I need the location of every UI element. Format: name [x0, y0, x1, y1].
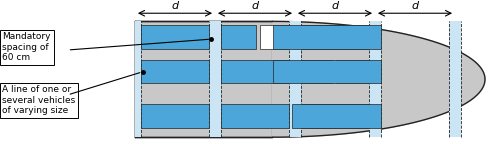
Text: d: d: [332, 1, 338, 11]
Text: A line of one or
several vehicles
of varying size: A line of one or several vehicles of var…: [2, 85, 76, 115]
Bar: [336, 60, 369, 83]
Bar: [142, 60, 209, 83]
Text: d: d: [252, 1, 258, 11]
Bar: [272, 25, 382, 49]
Text: d: d: [172, 1, 178, 11]
Bar: [221, 105, 289, 128]
Text: d: d: [412, 1, 418, 11]
Bar: [301, 60, 332, 83]
Bar: [272, 60, 382, 83]
Bar: [142, 105, 209, 128]
Bar: [260, 25, 289, 49]
Bar: [135, 21, 272, 137]
Bar: [221, 60, 289, 83]
Bar: [449, 21, 462, 137]
Bar: [292, 105, 382, 128]
Bar: [135, 21, 141, 137]
Polygon shape: [272, 21, 485, 137]
Bar: [301, 105, 369, 128]
Bar: [209, 21, 221, 137]
Text: Mandatory
spacing of
60 cm: Mandatory spacing of 60 cm: [2, 32, 51, 62]
Bar: [301, 25, 369, 49]
Bar: [142, 25, 209, 49]
Bar: [289, 21, 301, 137]
Bar: [369, 21, 382, 137]
Bar: [221, 25, 256, 49]
